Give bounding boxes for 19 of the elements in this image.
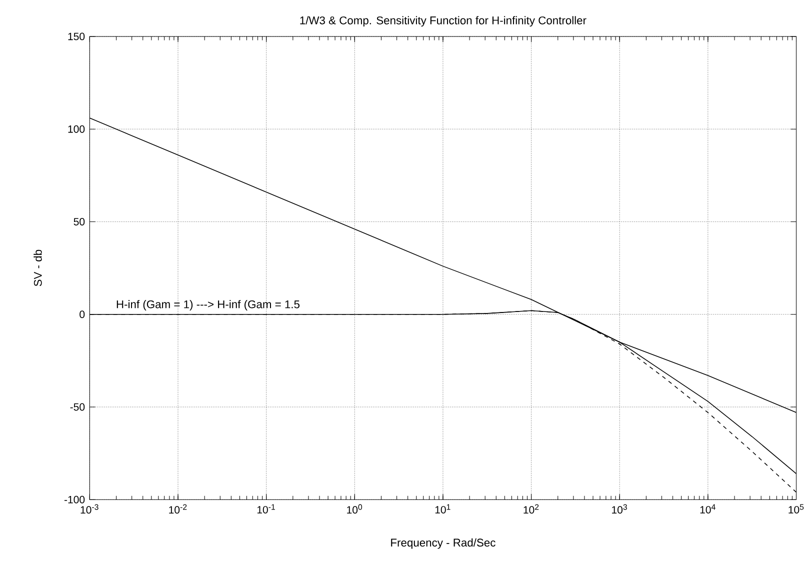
x-tick-label: 10$^{3}$ bbox=[612, 504, 627, 514]
x-tick-label: 10$^{-1}$ bbox=[257, 504, 275, 514]
y-tick-label: -50 bbox=[70, 403, 85, 411]
y-tick-label: 50 bbox=[74, 218, 85, 226]
x-tick-label: 10$^{-2}$ bbox=[169, 504, 187, 514]
x-tick-label: 10$^{1}$ bbox=[435, 504, 450, 514]
y-tick-label: 0 bbox=[80, 310, 85, 318]
x-tick-label: 10$^{-3}$ bbox=[80, 504, 98, 514]
x-tick-label: 10$^{0}$ bbox=[347, 504, 362, 514]
y-axis-title: SV - db bbox=[34, 250, 42, 286]
y-tick-label: 150 bbox=[68, 32, 85, 40]
x-tick-label: 10$^{5}$ bbox=[788, 504, 804, 514]
chart-title: 1/W3 & Comp. Sensitivity Function for H-infinity Controller bbox=[300, 16, 586, 27]
x-tick-label: 10$^{2}$ bbox=[524, 504, 539, 514]
x-axis-title: Frequency - Rad/Sec bbox=[391, 538, 496, 549]
y-tick-label: -100 bbox=[64, 496, 85, 504]
x-tick-label: 10$^{4}$ bbox=[700, 504, 716, 514]
y-tick-label: 100 bbox=[68, 126, 85, 134]
annotation: H-inf (Gam = 1) ---> H-inf (Gam = 1.5 bbox=[116, 300, 300, 311]
